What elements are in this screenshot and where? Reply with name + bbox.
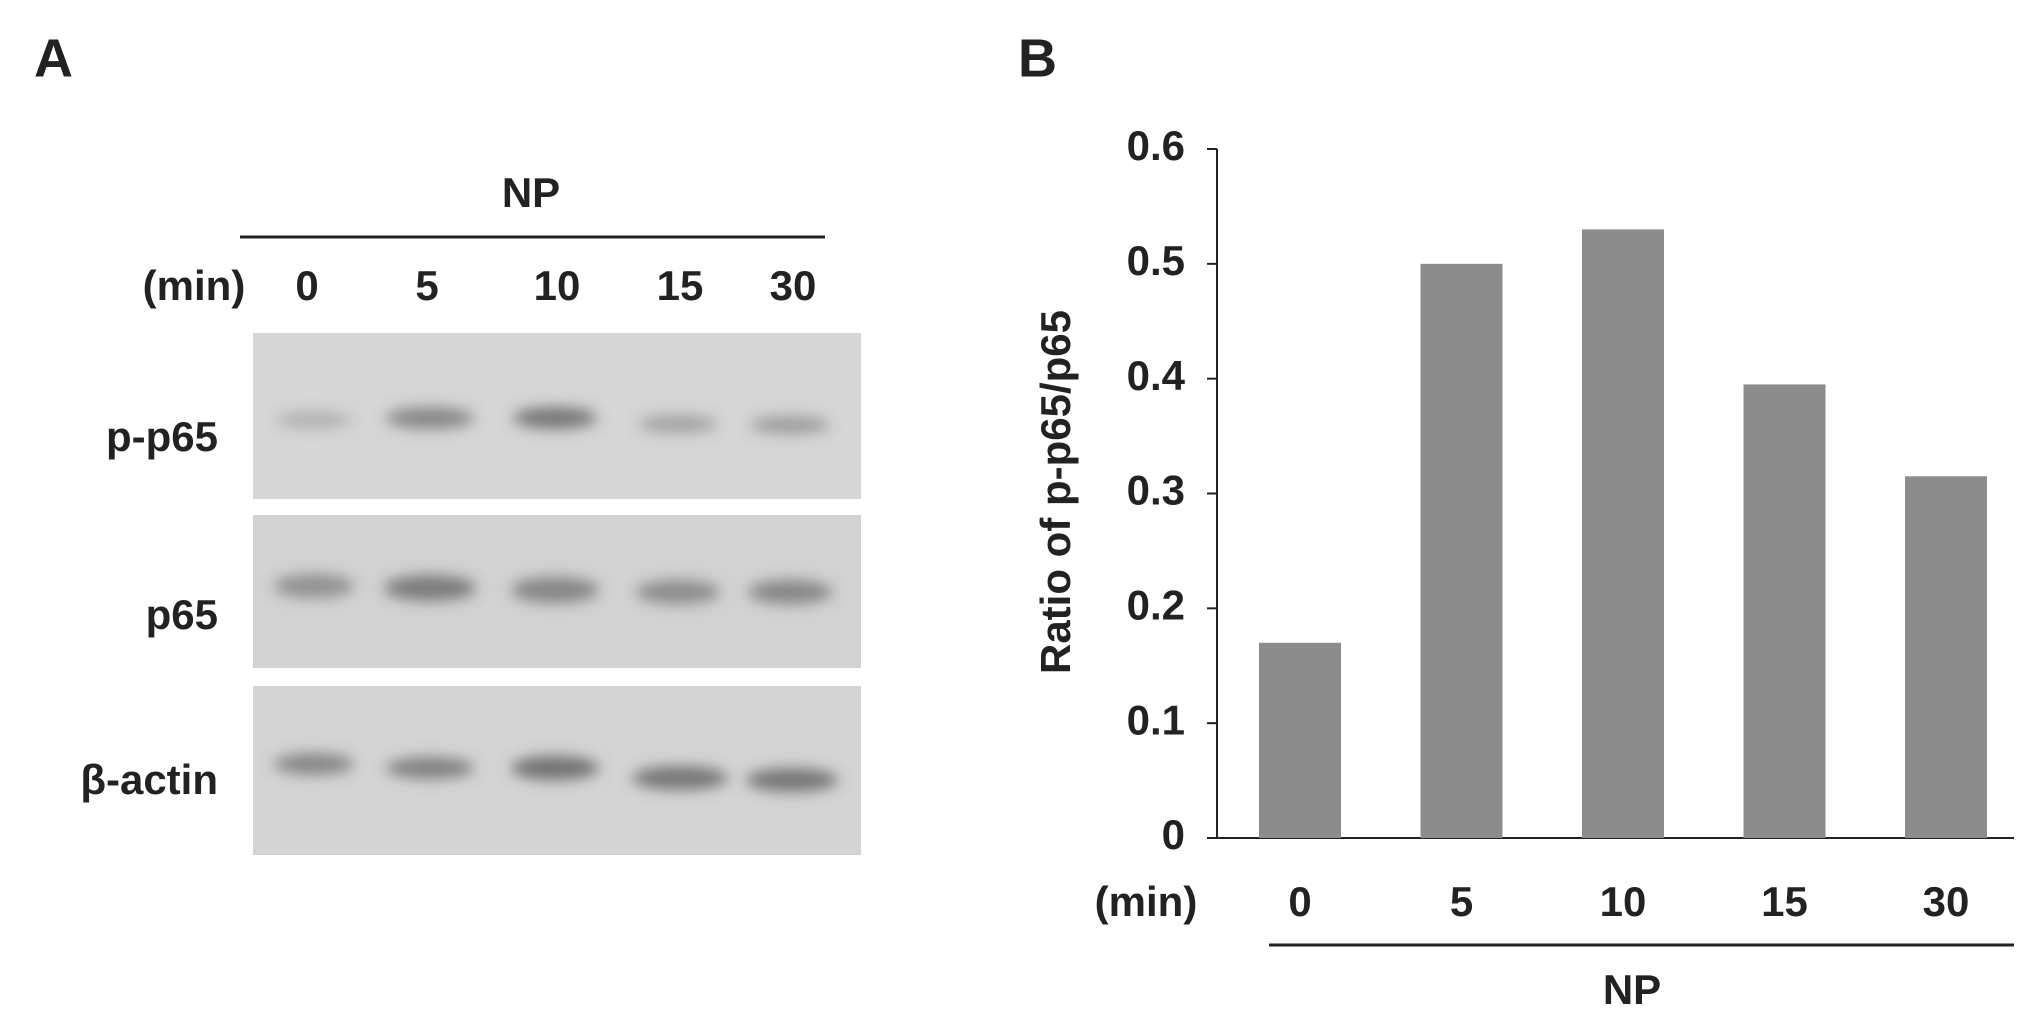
bar <box>1905 476 1987 838</box>
lane-label: 15 <box>657 262 704 309</box>
x-tick-label: 30 <box>1923 878 1970 925</box>
lane-label: 30 <box>770 262 817 309</box>
y-tick-label: 0.3 <box>1127 467 1185 514</box>
lane-label: 10 <box>534 262 581 309</box>
panel-label: B <box>1018 28 1057 88</box>
y-tick-label: 0.1 <box>1127 696 1185 743</box>
y-tick-label: 0 <box>1162 811 1185 858</box>
lane-label: 0 <box>295 262 318 309</box>
y-tick-label: 0.5 <box>1127 237 1185 284</box>
blots <box>253 333 861 855</box>
bar <box>1420 263 1503 838</box>
panel-label: A <box>34 28 73 88</box>
y-tick-label: 0.4 <box>1127 352 1186 399</box>
x-unit-label: (min) <box>1095 878 1198 925</box>
x-tick-label: 10 <box>1600 878 1647 925</box>
y-tick-label: 0.6 <box>1127 122 1185 169</box>
bar <box>1582 229 1664 839</box>
bands <box>274 407 838 792</box>
unit-label: (min) <box>143 262 246 309</box>
y-tick-label: 0.2 <box>1127 581 1185 628</box>
bar <box>1259 642 1341 838</box>
x-tick-label: 0 <box>1288 878 1311 925</box>
y-axis-label: Ratio of p-p65/p65 <box>1032 310 1079 674</box>
group-label: NP <box>1603 966 1661 1013</box>
bar <box>1743 384 1826 838</box>
lane-label: 5 <box>415 262 438 309</box>
group-label: NP <box>502 169 560 216</box>
x-tick-label: 15 <box>1761 878 1808 925</box>
row-label: β-actin <box>80 756 218 803</box>
row-label: p65 <box>146 591 218 638</box>
row-label: p-p65 <box>106 413 218 460</box>
x-tick-label: 5 <box>1450 878 1473 925</box>
